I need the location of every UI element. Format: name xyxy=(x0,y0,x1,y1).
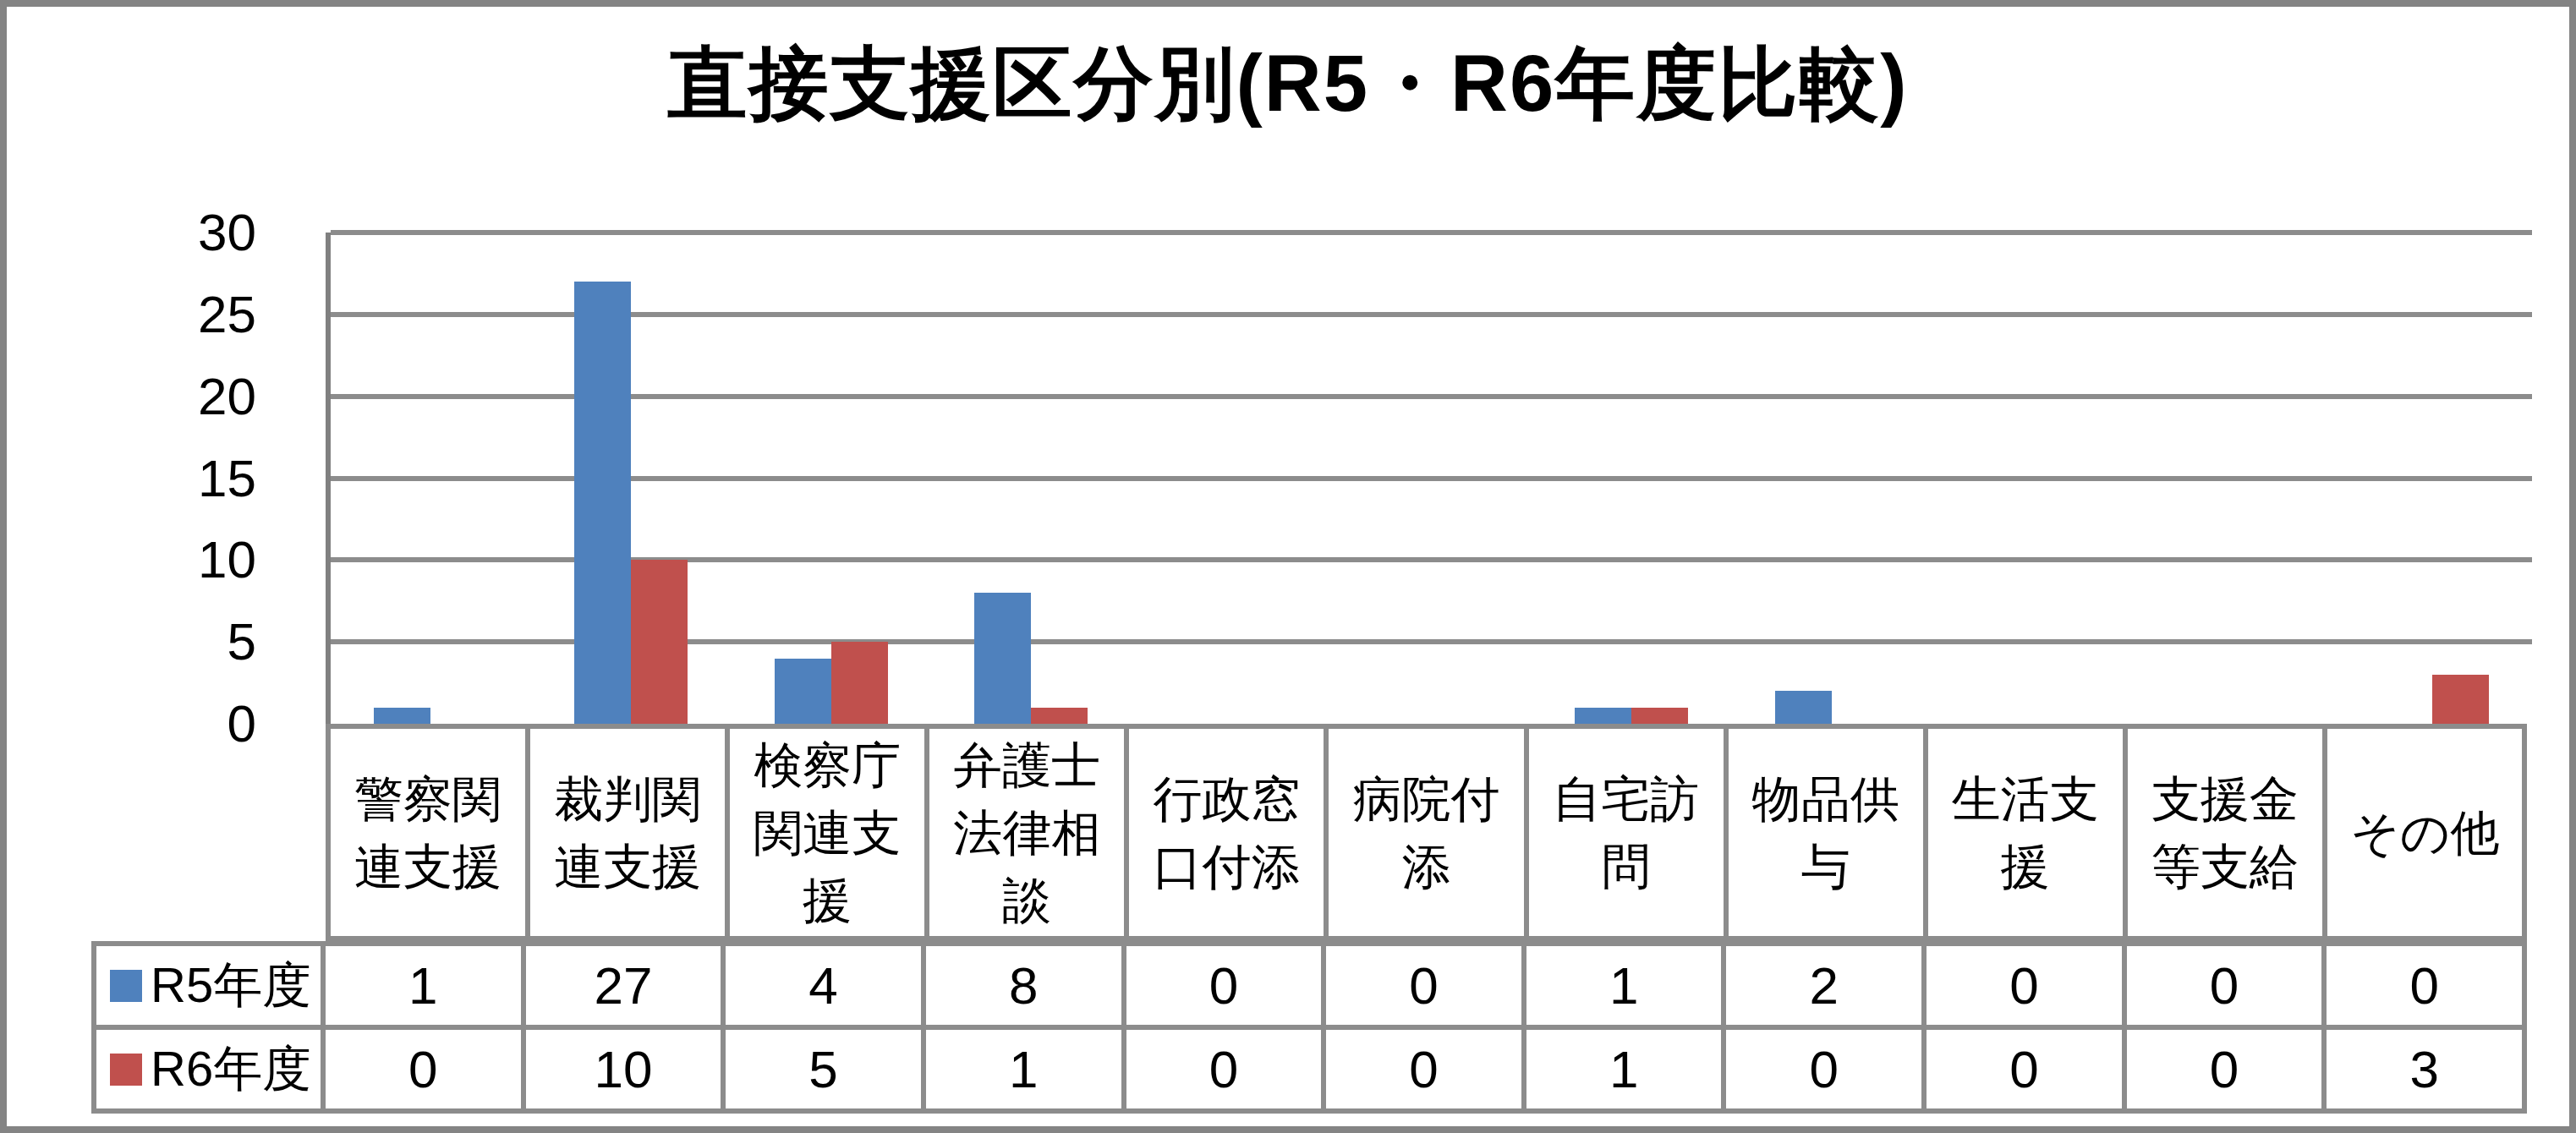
legend-swatch-icon xyxy=(110,1054,142,1086)
gridline-y-15 xyxy=(331,476,2532,481)
legend-cell-R5年度: R5年度 xyxy=(96,946,326,1025)
bar-R6年度-裁判関連支援 xyxy=(631,560,688,724)
x-axis-category-header-row: 警察関連支援裁判関連支援検察庁関連支援弁護士法律相談行政窓口付添病院付添自宅訪問… xyxy=(326,724,2527,941)
legend-cell-R6年度: R6年度 xyxy=(96,1030,326,1108)
table-row-R6年度: R6年度010510010003 xyxy=(96,1030,2522,1108)
plot-area xyxy=(326,233,2532,724)
chart-canvas: 直接支援区分別(R5・R6年度比較) 051015202530 警察関連支援裁判… xyxy=(0,0,2576,1133)
category-header-物品供与: 物品供与 xyxy=(1729,729,1928,936)
table-value-R6年度-物品供与: 0 xyxy=(1726,1030,1927,1108)
table-value-R5年度-行政窓口付添: 0 xyxy=(1126,946,1327,1025)
table-value-R5年度-支援金等支給: 0 xyxy=(2127,946,2327,1025)
table-value-R6年度-弁護士法律相談: 1 xyxy=(926,1030,1126,1108)
table-value-R6年度-行政窓口付添: 0 xyxy=(1126,1030,1327,1108)
gridline-y-30 xyxy=(331,230,2532,235)
table-value-R5年度-検察庁関連支援: 4 xyxy=(726,946,926,1025)
bar-R5年度-弁護士法律相談 xyxy=(974,593,1031,724)
bar-R5年度-検察庁関連支援 xyxy=(775,659,831,724)
category-header-裁判関連支援: 裁判関連支援 xyxy=(530,729,730,936)
category-header-その他: その他 xyxy=(2327,729,2522,936)
table-value-R5年度-弁護士法律相談: 8 xyxy=(926,946,1126,1025)
category-header-生活支援: 生活支援 xyxy=(1928,729,2128,936)
category-header-弁護士法律相談: 弁護士法律相談 xyxy=(929,729,1129,936)
bar-R5年度-裁判関連支援 xyxy=(574,282,631,724)
legend-label: R5年度 xyxy=(151,953,311,1019)
table-value-R6年度-その他: 3 xyxy=(2327,1030,2522,1108)
bar-R5年度-自宅訪問 xyxy=(1575,708,1631,724)
table-value-R5年度-物品供与: 2 xyxy=(1726,946,1927,1025)
y-tick-label-30: 30 xyxy=(7,203,292,262)
bar-R6年度-自宅訪問 xyxy=(1631,708,1688,724)
chart-data-table: R5年度127480012000R6年度010510010003 xyxy=(91,941,2527,1114)
table-value-R6年度-裁判関連支援: 10 xyxy=(526,1030,726,1108)
bar-R6年度-その他 xyxy=(2432,675,2489,724)
gridline-y-20 xyxy=(331,394,2532,399)
legend-swatch-icon xyxy=(110,970,142,1002)
table-value-R5年度-その他: 0 xyxy=(2327,946,2522,1025)
table-value-R6年度-生活支援: 0 xyxy=(1927,1030,2127,1108)
table-value-R5年度-病院付添: 0 xyxy=(1326,946,1526,1025)
table-value-R6年度-警察関連支援: 0 xyxy=(326,1030,526,1108)
table-value-R6年度-自宅訪問: 1 xyxy=(1526,1030,1727,1108)
bar-R5年度-警察関連支援 xyxy=(374,708,430,724)
category-header-病院付添: 病院付添 xyxy=(1329,729,1528,936)
bar-R5年度-物品供与 xyxy=(1775,691,1832,724)
table-value-R5年度-裁判関連支援: 27 xyxy=(526,946,726,1025)
table-value-R5年度-警察関連支援: 1 xyxy=(326,946,526,1025)
y-tick-label-10: 10 xyxy=(7,530,292,589)
table-value-R5年度-自宅訪問: 1 xyxy=(1526,946,1727,1025)
y-tick-label-0: 0 xyxy=(7,694,292,753)
bar-R6年度-検察庁関連支援 xyxy=(831,642,888,724)
table-value-R5年度-生活支援: 0 xyxy=(1927,946,2127,1025)
y-tick-label-15: 15 xyxy=(7,449,292,508)
category-header-警察関連支援: 警察関連支援 xyxy=(331,729,530,936)
table-value-R6年度-検察庁関連支援: 5 xyxy=(726,1030,926,1108)
legend-label: R6年度 xyxy=(151,1037,311,1103)
category-header-自宅訪問: 自宅訪問 xyxy=(1529,729,1729,936)
category-header-行政窓口付添: 行政窓口付添 xyxy=(1129,729,1329,936)
gridline-y-25 xyxy=(331,312,2532,317)
table-row-R5年度: R5年度127480012000 xyxy=(96,946,2522,1030)
y-tick-label-25: 25 xyxy=(7,285,292,344)
category-header-検察庁関連支援: 検察庁関連支援 xyxy=(730,729,929,936)
category-header-支援金等支給: 支援金等支給 xyxy=(2128,729,2327,936)
y-tick-label-5: 5 xyxy=(7,612,292,671)
table-value-R6年度-支援金等支給: 0 xyxy=(2127,1030,2327,1108)
bar-R6年度-弁護士法律相談 xyxy=(1031,708,1088,724)
y-tick-label-20: 20 xyxy=(7,367,292,426)
chart-title: 直接支援区分別(R5・R6年度比較) xyxy=(7,30,2569,138)
table-value-R6年度-病院付添: 0 xyxy=(1326,1030,1526,1108)
